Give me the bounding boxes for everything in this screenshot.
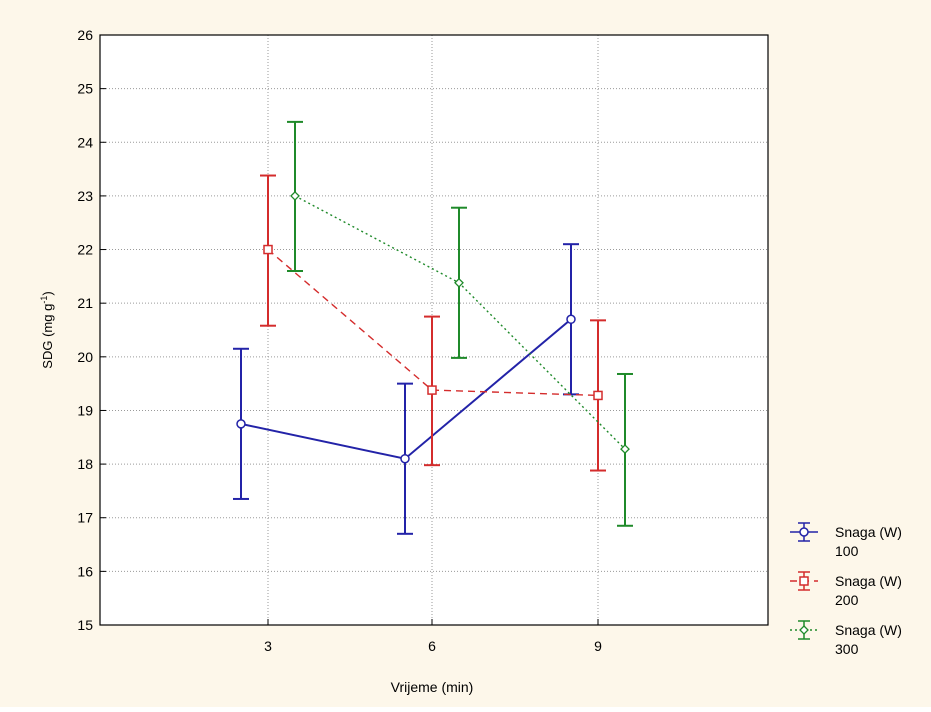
y-tick-label: 25 [77, 81, 93, 97]
y-tick-label: 20 [77, 349, 93, 365]
y-axis-label-sup: -1 [39, 296, 49, 304]
y-axis: 15 16 17 18 19 20 21 22 23 24 25 26 [77, 27, 106, 633]
y-axis-label-end: ) [40, 291, 55, 295]
series-200 [260, 174, 606, 472]
legend-marker [799, 625, 809, 635]
data-point [400, 453, 410, 464]
series-line [267, 249, 599, 397]
y-tick-label: 24 [77, 134, 93, 150]
data-point [593, 390, 603, 401]
series-100 [233, 243, 579, 535]
y-tick-label: 19 [77, 402, 93, 418]
legend-marker [799, 576, 809, 586]
data-point [263, 244, 273, 255]
legend-item: Snaga (W) 300 [790, 620, 902, 657]
series-layer [233, 120, 633, 535]
legend-label: Snaga (W) [835, 622, 902, 638]
legend-sublabel: 200 [835, 592, 859, 608]
y-axis-label: SDG (mg g-1) [39, 291, 55, 368]
y-tick-label: 26 [77, 27, 93, 43]
y-tick-label: 23 [77, 188, 93, 204]
legend-label: Snaga (W) [835, 524, 902, 540]
data-point [454, 277, 464, 288]
legend-marker [799, 527, 809, 537]
y-tick-label: 22 [77, 242, 93, 258]
legend-sublabel: 300 [835, 641, 859, 657]
legend-item: Snaga (W) 100 [790, 522, 902, 559]
y-tick-label: 17 [77, 510, 93, 526]
data-point [290, 190, 300, 201]
plot-area [100, 35, 768, 625]
x-tick-label: 3 [264, 638, 272, 654]
x-axis-label: Vrijeme (min) [391, 679, 474, 695]
legend-item: Snaga (W) 200 [790, 571, 902, 608]
legend-label: Snaga (W) [835, 573, 902, 589]
y-tick-label: 21 [77, 295, 93, 311]
data-point [427, 385, 437, 395]
y-axis-label-main: SDG (mg g [40, 304, 55, 369]
x-tick-label: 9 [594, 638, 602, 654]
y-tick-label: 15 [77, 617, 93, 633]
legend: Snaga (W) 100 Snaga (W) 200 Snaga (W) 300 [790, 522, 902, 657]
legend-sublabel: 100 [835, 543, 859, 559]
plot-frame [99, 34, 769, 626]
series-300 [287, 120, 633, 527]
x-tick-label: 6 [428, 638, 436, 654]
data-point [620, 444, 630, 454]
data-point [566, 314, 576, 325]
data-point [236, 419, 246, 429]
y-tick-label: 18 [77, 456, 93, 472]
x-axis: 3 6 9 [264, 619, 602, 654]
y-tick-label: 16 [77, 563, 93, 579]
